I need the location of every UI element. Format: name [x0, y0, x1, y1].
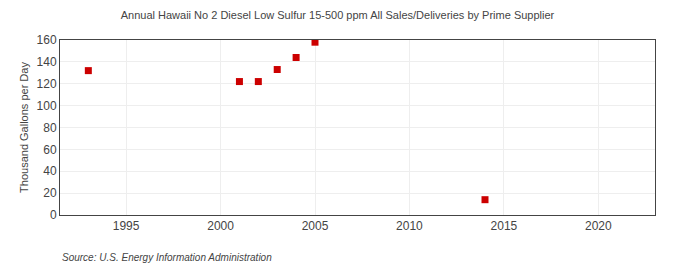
svg-text:1995: 1995: [113, 219, 140, 233]
svg-text:100: 100: [37, 99, 57, 113]
svg-text:2020: 2020: [585, 219, 612, 233]
svg-text:2010: 2010: [396, 219, 423, 233]
svg-text:Thousand Gallons per Day: Thousand Gallons per Day: [18, 62, 30, 193]
svg-text:140: 140: [37, 55, 57, 69]
svg-text:120: 120: [37, 77, 57, 91]
svg-text:2005: 2005: [302, 219, 329, 233]
svg-text:60: 60: [43, 143, 57, 157]
svg-text:Annual Hawaii No 2 Diesel Low: Annual Hawaii No 2 Diesel Low Sulfur 15-…: [121, 9, 555, 21]
svg-text:2015: 2015: [491, 219, 518, 233]
svg-text:Source: U.S. Energy Informatio: Source: U.S. Energy Information Administ…: [62, 252, 272, 263]
svg-text:160: 160: [37, 33, 57, 47]
svg-text:20: 20: [43, 186, 57, 200]
svg-text:0: 0: [50, 208, 57, 222]
svg-text:2000: 2000: [207, 219, 234, 233]
svg-text:40: 40: [43, 164, 57, 178]
svg-text:80: 80: [43, 121, 57, 135]
